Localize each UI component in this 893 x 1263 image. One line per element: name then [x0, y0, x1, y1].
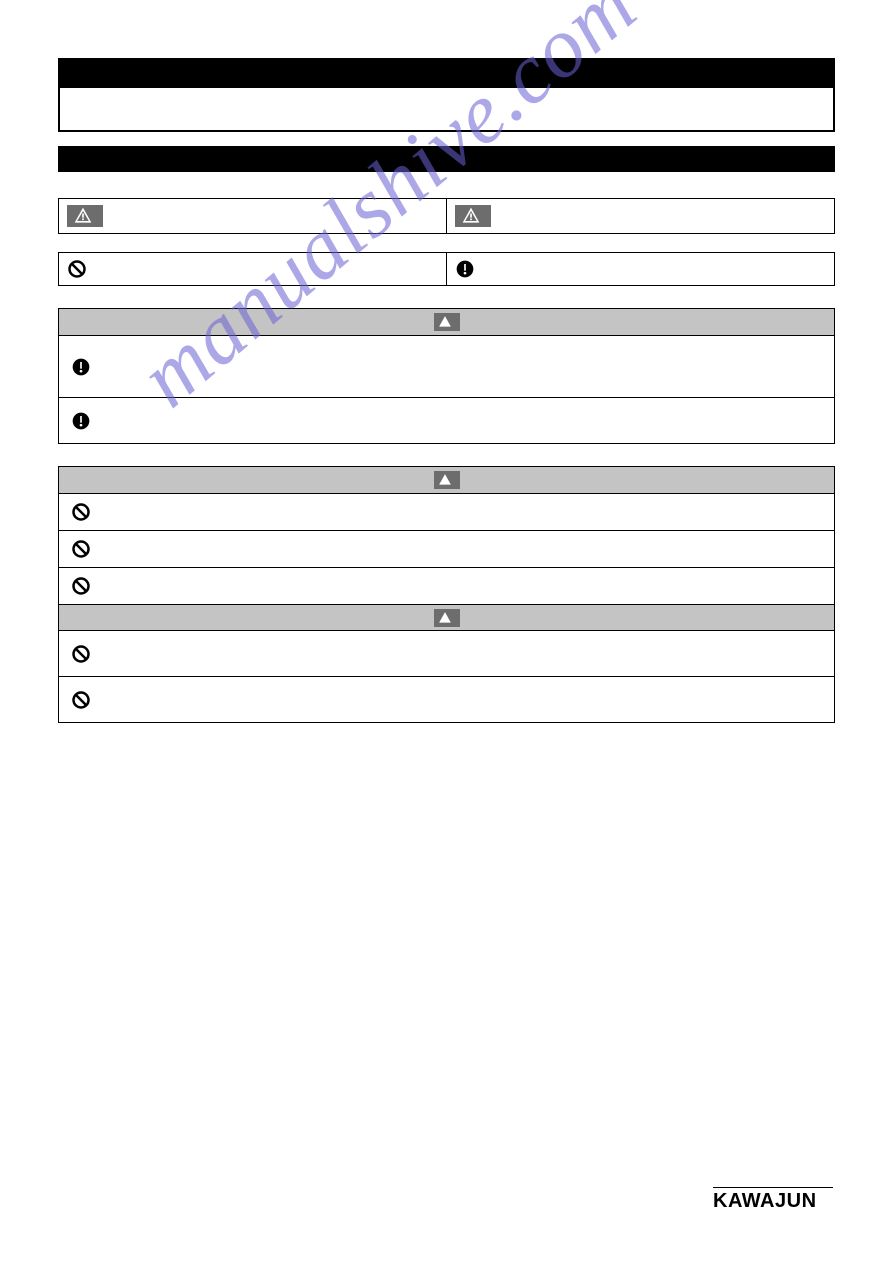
prohibit-icon [71, 644, 91, 664]
prohibit-icon [71, 576, 91, 596]
section-head-badge-3 [434, 609, 460, 627]
section-1-row-2 [59, 397, 834, 443]
footer-brand-text: KAWAJUN [713, 1190, 817, 1212]
header-black-bar [58, 58, 835, 88]
prohibit-icon [71, 690, 91, 710]
mandatory-icon [71, 357, 91, 377]
warning-badge [67, 205, 103, 227]
section-head-3 [59, 604, 834, 630]
section-3-row-1 [59, 630, 834, 676]
symbol-legend-row [58, 252, 835, 286]
footer-brand: KAWAJUN [713, 1187, 833, 1213]
section-3-row-2 [59, 676, 834, 722]
section-2-row-3 [59, 567, 834, 604]
section-1-row-1 [59, 335, 834, 397]
mandatory-icon [455, 259, 475, 279]
section-head-badge-1 [434, 313, 460, 331]
title-box [58, 88, 835, 132]
section-head-2 [59, 467, 834, 493]
prohibit-icon [67, 259, 87, 279]
section-head-badge-2 [434, 471, 460, 489]
section-2-row-2 [59, 530, 834, 567]
sub-header-black-bar [58, 146, 835, 172]
warning-triangle-icon [438, 611, 452, 625]
manual-page: manualshive.com KAWAJUN [0, 0, 893, 1263]
section-head-1 [59, 309, 834, 335]
caution-section-2 [58, 466, 835, 723]
mandatory-legend-cell [447, 253, 835, 285]
warning-triangle-icon [461, 206, 481, 226]
caution-cell [447, 199, 835, 233]
footer-line [713, 1187, 833, 1188]
warning-triangle-icon [438, 315, 452, 329]
mandatory-icon [71, 411, 91, 431]
warning-section-1 [58, 308, 835, 444]
prohibit-icon [71, 539, 91, 559]
warning-caution-row [58, 198, 835, 234]
warning-cell [59, 199, 447, 233]
section-2-row-1 [59, 493, 834, 530]
warning-triangle-icon [438, 473, 452, 487]
caution-badge [455, 205, 491, 227]
warning-triangle-icon [73, 206, 93, 226]
prohibit-icon [71, 502, 91, 522]
prohibit-legend-cell [59, 253, 447, 285]
